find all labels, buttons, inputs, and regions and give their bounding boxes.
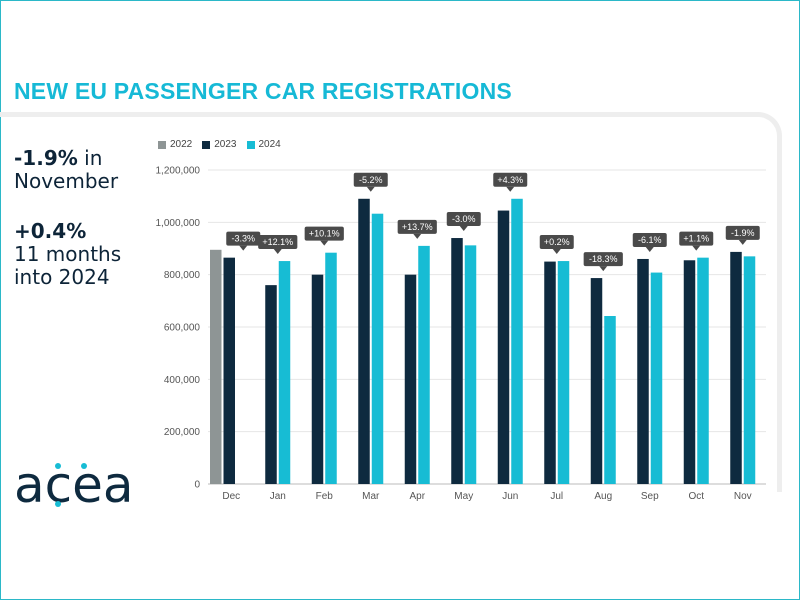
monthly-change-stat: -1.9% in November (14, 147, 154, 193)
bar-aug-2023 (590, 278, 603, 484)
bar-jul-2024 (557, 261, 570, 484)
bar-oct-2023 (683, 260, 696, 484)
bar-sep-2024 (650, 272, 663, 484)
change-label-box (539, 235, 574, 250)
bar-dec-2023 (223, 257, 235, 484)
bar-sep-2023 (637, 258, 649, 484)
change-label-pointer (599, 266, 608, 272)
change-label-pointer (273, 249, 282, 255)
change-label-pointer (552, 249, 561, 255)
change-label-pointer (239, 245, 248, 251)
change-label-pointer (506, 186, 515, 192)
bar-jan-2023 (265, 285, 277, 484)
change-label-box (353, 172, 388, 187)
change-label-pointer (320, 240, 329, 246)
change-label: +10.1% (309, 229, 340, 239)
bar-aug-2024 (604, 316, 616, 484)
change-label-box (226, 231, 261, 246)
change-label-box (304, 226, 344, 241)
change-label-pointer (366, 186, 375, 192)
bar-nov-2023 (730, 251, 742, 484)
change-label: -5.2% (359, 175, 383, 185)
monthly-change-value: -1.9% (14, 146, 78, 170)
bar-may-2023 (451, 238, 463, 484)
change-label-box (632, 232, 667, 247)
change-label: -3.0% (452, 214, 476, 224)
change-label: +12.1% (262, 237, 293, 247)
change-label-box (446, 212, 481, 227)
change-label-pointer (645, 246, 654, 252)
bar-jun-2023 (497, 210, 510, 484)
y-tick-label: 800,000 (164, 270, 201, 281)
y-tick-label: 600,000 (164, 323, 201, 334)
ytd-change-value: +0.4% (14, 219, 87, 243)
change-label: -6.1% (638, 235, 662, 245)
bar-jan-2024 (278, 261, 291, 484)
x-tick-label: Apr (409, 491, 425, 502)
page-title: NEW EU PASSENGER CAR REGISTRATIONS (14, 78, 512, 104)
legend-item-2022: 2022 (158, 139, 192, 150)
change-label-box (583, 252, 623, 267)
bar-mar-2023 (358, 198, 370, 485)
change-label: -1.9% (731, 228, 755, 238)
chart-legend: 2022 2023 2024 (158, 139, 291, 150)
y-tick-label: 0 (194, 480, 200, 491)
change-label-box (397, 219, 437, 234)
x-tick-label: Feb (316, 491, 334, 502)
change-label-pointer (413, 233, 422, 239)
x-tick-label: Mar (362, 491, 380, 502)
x-tick-label: Jan (270, 491, 286, 502)
bar-apr-2024 (418, 245, 430, 484)
bar-oct-2024 (697, 257, 709, 484)
change-label: -18.3% (589, 254, 618, 264)
bar-apr-2023 (404, 274, 417, 484)
bar-jun-2024 (511, 198, 523, 485)
bar-mar-2024 (371, 213, 384, 484)
logo-dot (81, 463, 87, 469)
change-label: +1.1% (683, 234, 709, 244)
monthly-change-text: in November (14, 146, 119, 193)
x-tick-label: Dec (222, 491, 240, 502)
logo-dot (55, 501, 61, 507)
logo-dot (55, 463, 61, 469)
change-label: +13.7% (402, 222, 433, 232)
x-tick-label: Jul (550, 491, 563, 502)
y-tick-label: 200,000 (164, 427, 201, 438)
change-label-pointer (692, 245, 701, 251)
x-tick-label: Jun (502, 491, 518, 502)
bar-feb-2024 (325, 252, 337, 484)
legend-item-2024: 2024 (246, 139, 281, 150)
change-label-box (725, 225, 760, 240)
change-label: -3.3% (231, 234, 255, 244)
change-label-box (258, 235, 298, 250)
logo-text: acea (14, 456, 134, 512)
change-label-pointer (738, 239, 747, 245)
acea-logo: acea (12, 452, 142, 514)
ytd-change-text: 11 months into 2024 (14, 242, 122, 289)
x-tick-label: Aug (594, 491, 612, 502)
change-label: +4.3% (497, 175, 523, 185)
bar-dec-2022 (210, 249, 222, 484)
bar-may-2024 (464, 245, 477, 484)
y-tick-label: 1,000,000 (156, 218, 201, 229)
bar-nov-2024 (743, 256, 756, 484)
change-label-box (493, 172, 528, 187)
x-tick-label: Sep (641, 491, 659, 502)
bar-feb-2023 (311, 274, 324, 484)
chart-card (0, 112, 782, 492)
bar-jul-2023 (544, 261, 556, 484)
change-label-box (679, 231, 714, 246)
change-label: +0.2% (544, 237, 570, 247)
ytd-change-stat: +0.4% 11 months into 2024 (14, 220, 154, 289)
change-label-pointer (459, 226, 468, 232)
y-tick-label: 1,200,000 (156, 166, 201, 177)
y-tick-label: 400,000 (164, 375, 201, 386)
legend-item-2023: 2023 (202, 139, 237, 150)
x-tick-label: Nov (734, 491, 752, 502)
x-tick-label: Oct (688, 491, 704, 502)
x-tick-label: May (454, 491, 473, 502)
